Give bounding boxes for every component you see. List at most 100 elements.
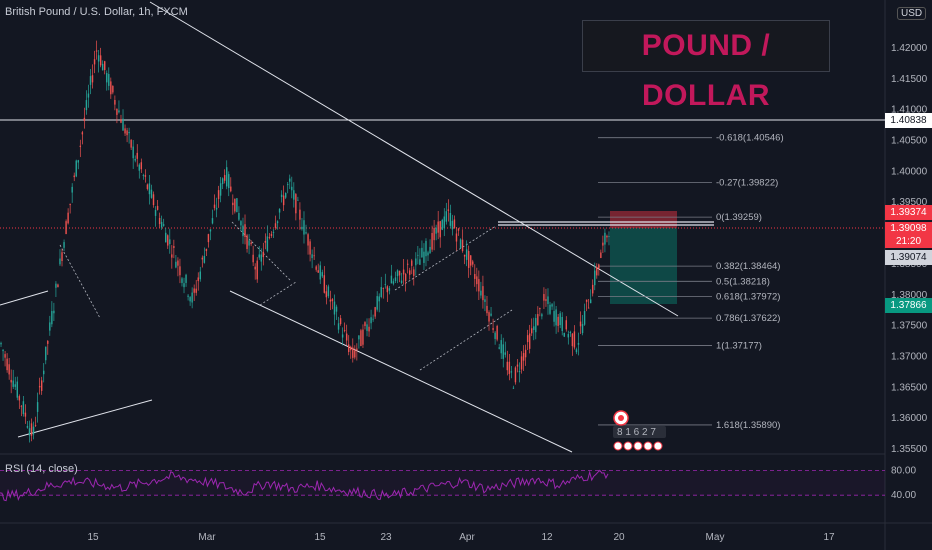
price-tick-label: 1.42000 (891, 43, 928, 54)
candle-body (2, 349, 4, 352)
chart-title: British Pound / U.S. Dollar, 1h, FXCM (5, 6, 188, 18)
candle-body (571, 333, 574, 347)
candle-body (350, 346, 352, 351)
candle-body (99, 55, 102, 66)
candle-body (258, 254, 260, 258)
candle-body (209, 229, 212, 232)
candle-body (264, 240, 267, 243)
candle-body (34, 424, 37, 426)
candle-body (443, 216, 445, 229)
candle-body (67, 212, 69, 224)
rsi-level-label: 80.00 (891, 465, 916, 476)
candle-body (370, 317, 372, 324)
candle-body (152, 194, 155, 206)
time-tick-label: 20 (613, 532, 625, 543)
candle-body (333, 301, 336, 315)
time-tick-label: Mar (198, 532, 216, 543)
candle-body (232, 202, 234, 206)
candle-body (274, 223, 277, 228)
candle-body (587, 307, 590, 309)
candle-body (14, 384, 16, 387)
rsi-indicator-label[interactable]: RSI (14, close) (5, 463, 78, 475)
candle-body (555, 309, 557, 326)
candle-body (51, 311, 53, 325)
candle-body (246, 235, 248, 249)
candle-body (604, 232, 606, 245)
candle-body (482, 286, 484, 301)
candle-body (484, 299, 486, 302)
candle-body (193, 288, 195, 293)
candle-body (59, 258, 61, 265)
candle-body (559, 313, 561, 326)
candle-body (524, 349, 527, 358)
candle-body (26, 426, 29, 428)
candle-body (545, 299, 547, 301)
trend-lines[interactable] (0, 1, 679, 453)
candle-body (16, 381, 18, 398)
candle-body (266, 236, 269, 252)
candle-body (81, 132, 84, 135)
price-tick-label: 1.41000 (891, 105, 928, 116)
candle-body (270, 233, 273, 237)
candle-body (191, 292, 193, 303)
candle-body (319, 265, 321, 280)
candle-body (592, 284, 594, 294)
candle-body (533, 326, 535, 330)
candle-body (537, 314, 539, 326)
current-price: 1.39098 (890, 223, 927, 234)
time-axis[interactable]: 15 Mar 15 23 Apr 12 20 May 17 (87, 532, 835, 543)
candle-body (101, 63, 104, 71)
candles (0, 40, 610, 443)
candle-body (526, 335, 529, 343)
candle-body (142, 175, 145, 176)
candle-body (569, 332, 572, 334)
candle-body (451, 220, 454, 230)
candle-body (384, 283, 387, 285)
candle-body (167, 235, 169, 246)
candle-body (445, 211, 448, 222)
candle-body (140, 162, 143, 170)
candle-body (175, 261, 177, 268)
candle-body (506, 361, 509, 371)
candle-body (431, 233, 433, 250)
candle-body (205, 248, 208, 252)
candle-body (217, 190, 220, 200)
currency-button[interactable]: USD (897, 7, 927, 20)
candle-body (18, 396, 21, 401)
fib-retracement[interactable]: -0.618(1.40546) -0.27(1.39822) 0(1.39259) 0… (598, 133, 784, 431)
candle-body (441, 219, 443, 230)
candle-body (71, 186, 73, 193)
candle-body (329, 299, 332, 302)
candle-body (104, 61, 106, 70)
candle-body (57, 284, 59, 288)
candle-body (6, 358, 8, 371)
candle-body (394, 277, 397, 281)
candle-body (547, 296, 549, 304)
candle-body (287, 184, 289, 185)
candle-body (93, 59, 96, 65)
candle-body (406, 263, 409, 265)
candle-body (150, 189, 153, 198)
event-marker[interactable]: 8 1 6 2 7 (613, 410, 666, 451)
price-tick-label: 1.36000 (891, 413, 928, 424)
candle-body (478, 279, 480, 292)
candle-body (439, 221, 441, 238)
candle-body (179, 266, 181, 276)
candle-body (557, 316, 559, 326)
candle-body (596, 267, 598, 276)
candle-body (148, 183, 151, 195)
candle-body (474, 273, 476, 279)
candle-body (606, 235, 608, 238)
candle-body (388, 288, 391, 291)
candle-body (63, 242, 65, 248)
candle-body (268, 237, 271, 238)
candle-body (10, 379, 12, 383)
candle-body (278, 208, 281, 213)
candle-body (199, 271, 201, 280)
price-tick-label: 1.37500 (891, 321, 928, 332)
candle-body (382, 288, 384, 289)
target-zone[interactable] (610, 211, 677, 228)
candle-body (398, 270, 401, 276)
candle-body (463, 254, 466, 257)
